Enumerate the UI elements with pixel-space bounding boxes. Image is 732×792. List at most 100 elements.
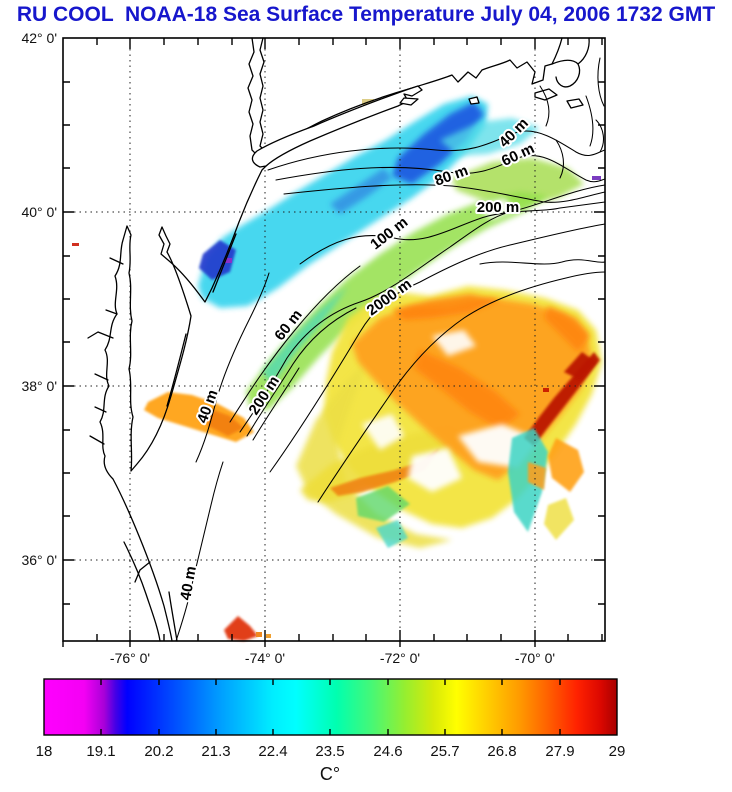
figure-title: RU COOL NOAA-18 Sea Surface Temperature … bbox=[17, 3, 716, 26]
depth-contour bbox=[252, 367, 300, 441]
river bbox=[87, 331, 114, 339]
sst-patch bbox=[544, 306, 590, 352]
depth-contour bbox=[195, 272, 270, 463]
plot-border bbox=[62, 37, 606, 642]
sst-patch bbox=[225, 258, 232, 263]
axis-ticks bbox=[62, 38, 605, 647]
sst-patch bbox=[392, 294, 500, 320]
river bbox=[105, 309, 118, 315]
colorbar-gradient bbox=[43, 678, 618, 736]
minor-ticks bbox=[63, 38, 605, 641]
sst-patch bbox=[452, 158, 584, 206]
sst-patch bbox=[544, 498, 574, 540]
sst-patch bbox=[376, 520, 408, 548]
colorbar-tick-label: 23.5 bbox=[315, 743, 344, 760]
colorbar-labels: 18 19.1 20.2 21.3 22.4 23.5 24.6 25.7 26… bbox=[36, 743, 626, 760]
x-axis-labels: -76° 0' -74° 0' -72° 0' -70° 0' bbox=[110, 650, 555, 666]
cloud-gap bbox=[408, 448, 462, 492]
cape-cod-hook bbox=[551, 59, 581, 88]
sst-patch bbox=[330, 448, 440, 496]
sst-patch bbox=[528, 462, 546, 490]
barrier-island bbox=[166, 333, 187, 407]
sst-patch bbox=[414, 350, 520, 430]
depth-contour bbox=[283, 184, 606, 203]
river bbox=[109, 257, 124, 265]
island bbox=[399, 97, 419, 106]
river bbox=[94, 373, 109, 381]
depth-contour bbox=[595, 119, 605, 153]
x-tick-label: -70° 0' bbox=[515, 650, 555, 666]
depth-contour bbox=[555, 139, 565, 179]
contour-label: 40 m bbox=[177, 565, 200, 602]
coastline-path bbox=[99, 37, 269, 642]
colorbar-ticks bbox=[100, 679, 561, 735]
colorbar-tick-label: 19.1 bbox=[86, 743, 115, 760]
depth-contour bbox=[275, 155, 606, 183]
colorbar-tick-label: 18 bbox=[36, 743, 53, 760]
depth-contour bbox=[299, 201, 606, 265]
sst-patch bbox=[199, 240, 236, 280]
colorbar-tick-label: 29 bbox=[609, 743, 626, 760]
colorbar: 18 19.1 20.2 21.3 22.4 23.5 24.6 25.7 26… bbox=[36, 678, 626, 784]
colorbar-tick-label: 21.3 bbox=[201, 743, 230, 760]
long-island bbox=[251, 85, 423, 168]
sst-patch bbox=[296, 360, 452, 548]
y-axis-labels: 42° 0' 40° 0' 38° 0' 36° 0' bbox=[21, 30, 57, 568]
depth-contour bbox=[246, 307, 357, 437]
major-ticks bbox=[62, 38, 605, 647]
sst-patch bbox=[300, 428, 470, 502]
y-tick-label: 40° 0' bbox=[21, 204, 57, 220]
depth-contour bbox=[479, 259, 606, 265]
sst-patch bbox=[208, 408, 244, 436]
island bbox=[566, 98, 584, 109]
colorbar-tick-label: 27.9 bbox=[545, 743, 574, 760]
sst-patch bbox=[592, 176, 601, 180]
island bbox=[468, 96, 480, 105]
barrier-island bbox=[212, 233, 237, 293]
cloud-gap bbox=[362, 414, 404, 450]
depth-contour bbox=[585, 95, 594, 147]
sst-patch bbox=[392, 102, 484, 184]
sst-field bbox=[72, 96, 602, 641]
sst-patch bbox=[440, 118, 540, 156]
depth-contour bbox=[175, 461, 224, 642]
colorbar-tick-label: 25.7 bbox=[430, 743, 459, 760]
colorbar-unit-label: C° bbox=[320, 764, 340, 784]
sst-patch bbox=[72, 243, 79, 246]
depth-contour bbox=[229, 265, 361, 423]
cloud-gap bbox=[476, 198, 516, 220]
x-tick-label: -72° 0' bbox=[380, 650, 420, 666]
y-tick-label: 38° 0' bbox=[21, 378, 57, 394]
colorbar-tick-label: 20.2 bbox=[144, 743, 173, 760]
coastline-path bbox=[134, 561, 151, 583]
depth-contour bbox=[539, 85, 550, 127]
coastline bbox=[87, 37, 590, 642]
river bbox=[94, 406, 107, 413]
island bbox=[534, 88, 558, 101]
depth-contour bbox=[239, 184, 606, 433]
sst-patch bbox=[356, 486, 410, 522]
sst-patch bbox=[266, 634, 271, 638]
coastline-path bbox=[123, 541, 161, 642]
barrier-island bbox=[168, 591, 178, 642]
colorbar-tick-label: 22.4 bbox=[258, 743, 287, 760]
sst-patch bbox=[543, 388, 549, 392]
contour-label: 200 m bbox=[477, 199, 520, 216]
x-tick-label: -74° 0' bbox=[245, 650, 285, 666]
colorbar-tick-label: 26.8 bbox=[487, 743, 516, 760]
depth-contours bbox=[175, 57, 606, 642]
depth-contour bbox=[267, 130, 606, 171]
river bbox=[89, 435, 105, 445]
coastline-path bbox=[577, 37, 590, 65]
y-tick-label: 36° 0' bbox=[21, 552, 57, 568]
depth-contour bbox=[597, 57, 605, 107]
sst-patch bbox=[224, 616, 258, 641]
colorbar-tick-label: 24.6 bbox=[373, 743, 402, 760]
sst-patch bbox=[246, 192, 548, 410]
sst-patch bbox=[548, 438, 584, 492]
sst-patch bbox=[262, 286, 348, 384]
sst-patch bbox=[330, 168, 392, 214]
sst-patch bbox=[256, 632, 262, 637]
